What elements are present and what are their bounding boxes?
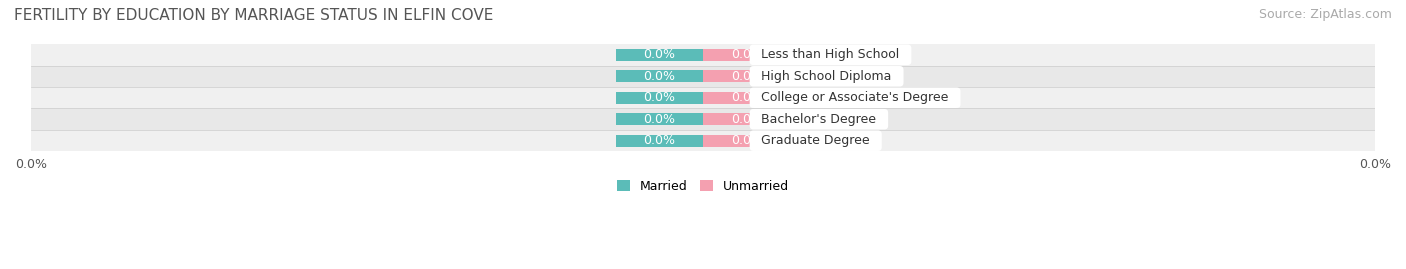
- Text: Graduate Degree: Graduate Degree: [754, 134, 877, 147]
- Bar: [31, 108, 1375, 130]
- Bar: [703, 92, 790, 104]
- Bar: [703, 49, 790, 61]
- Bar: [31, 87, 1375, 108]
- Text: 0.0%: 0.0%: [731, 113, 762, 126]
- Bar: [616, 70, 703, 82]
- Text: Bachelor's Degree: Bachelor's Degree: [754, 113, 884, 126]
- Legend: Married, Unmarried: Married, Unmarried: [612, 175, 794, 198]
- Bar: [616, 135, 703, 147]
- Text: 0.0%: 0.0%: [731, 134, 762, 147]
- Text: 0.0%: 0.0%: [644, 70, 675, 83]
- Text: 0.0%: 0.0%: [731, 70, 762, 83]
- Text: High School Diploma: High School Diploma: [754, 70, 900, 83]
- Text: Source: ZipAtlas.com: Source: ZipAtlas.com: [1258, 8, 1392, 21]
- Text: Less than High School: Less than High School: [754, 48, 908, 61]
- Text: 0.0%: 0.0%: [644, 113, 675, 126]
- Text: FERTILITY BY EDUCATION BY MARRIAGE STATUS IN ELFIN COVE: FERTILITY BY EDUCATION BY MARRIAGE STATU…: [14, 8, 494, 23]
- Text: 0.0%: 0.0%: [644, 134, 675, 147]
- Bar: [31, 130, 1375, 151]
- Text: 0.0%: 0.0%: [644, 48, 675, 61]
- Bar: [616, 49, 703, 61]
- Bar: [616, 113, 703, 125]
- Bar: [703, 135, 790, 147]
- Text: 0.0%: 0.0%: [731, 48, 762, 61]
- Text: College or Associate's Degree: College or Associate's Degree: [754, 91, 956, 104]
- Text: 0.0%: 0.0%: [644, 91, 675, 104]
- Text: 0.0%: 0.0%: [731, 91, 762, 104]
- Bar: [703, 70, 790, 82]
- Bar: [616, 92, 703, 104]
- Bar: [31, 66, 1375, 87]
- Bar: [31, 44, 1375, 66]
- Bar: [703, 113, 790, 125]
